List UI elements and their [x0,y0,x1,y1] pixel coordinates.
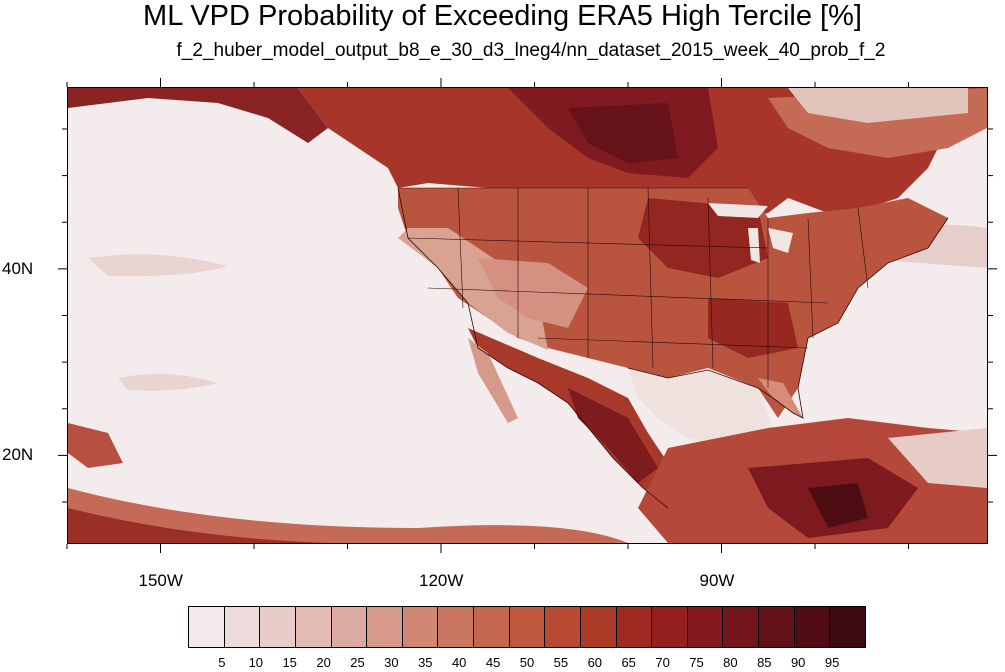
map-panel [67,87,988,544]
colorbar-swatch [509,607,546,647]
lat-label: 20N [2,445,34,465]
gulf-of-mexico [628,368,773,448]
colorbar-label: 15 [282,655,297,670]
atlantic-low [888,428,987,488]
southeast-high [708,298,798,358]
coastline [397,187,949,509]
mexico-high [568,388,658,483]
colorbar-label: 20 [316,655,331,670]
baja-region [468,338,518,423]
eastern-pacific-band-high [68,508,328,543]
florida-region [758,378,803,418]
colorbar-swatch [580,607,617,647]
colorbar-label: 60 [587,655,603,670]
colorbar-label: 90 [790,655,806,670]
colorbar-label: 25 [350,655,365,670]
southwest-region [398,228,548,350]
lake-superior [708,203,768,218]
alaska-region [68,88,328,143]
colorbar-label: 50 [519,655,535,670]
colorbar-label: 80 [723,655,738,670]
lon-label: 120W [419,571,464,590]
ocean-wisp [118,374,218,391]
hudson-bay-low [788,88,968,123]
lake-michigan [748,228,760,263]
four-corners-region [478,258,588,328]
colorbar-swatch [260,607,296,647]
colorbar-swatch [295,607,332,647]
lon-label: 90W [699,571,735,590]
colorbar-swatch [616,607,653,647]
colorbar-label: 40 [451,655,467,670]
colorbar-swatch [545,607,581,647]
canada-core-max [568,103,678,163]
lake-huron [768,228,793,253]
colorbar-swatch [830,607,865,647]
colorbar-label: 5 [218,655,226,670]
state-borders [398,187,869,388]
colorbar-label: 55 [553,655,569,670]
colorbar [188,606,866,648]
colorbar-swatch [438,607,474,647]
ocean-wisp [88,254,228,277]
lon-label: 150W [138,571,183,590]
lat-label: 40N [2,258,34,278]
map-subtitle: f_2_huber_model_output_b8_e_30_d3_lneg4/… [176,40,886,61]
colorbar-label: 70 [655,655,670,670]
colorbar-swatch [474,607,510,647]
conus-region [398,188,948,418]
probability-field-map [68,88,987,543]
colorbar-label: 85 [757,655,772,670]
midwest-high [638,198,768,278]
colorbar-swatch [723,607,759,647]
caribbean-max [808,483,868,528]
map-title: ML VPD Probability of Exceeding ERA5 Hig… [143,0,862,32]
colorbar-label: 75 [689,655,704,670]
colorbar-swatch [224,607,261,647]
colorbar-label: 95 [824,655,840,670]
colorbar-swatch [794,607,831,647]
colorbar-label: 10 [248,655,264,670]
colorbar-swatch [687,607,724,647]
colorbar-swatch [331,607,368,647]
colorbar-label: 30 [384,655,399,670]
eastern-pacific-band [68,488,628,543]
hawaii-region [68,423,123,468]
colorbar-swatch [189,607,225,647]
colorbar-label: 35 [418,655,433,670]
colorbar-label: 65 [621,655,636,670]
colorbar-swatch [402,607,439,647]
colorbar-label: 45 [485,655,501,670]
colorbar-swatch [367,607,403,647]
colorbar-swatch [652,607,688,647]
colorbar-swatch [759,607,795,647]
